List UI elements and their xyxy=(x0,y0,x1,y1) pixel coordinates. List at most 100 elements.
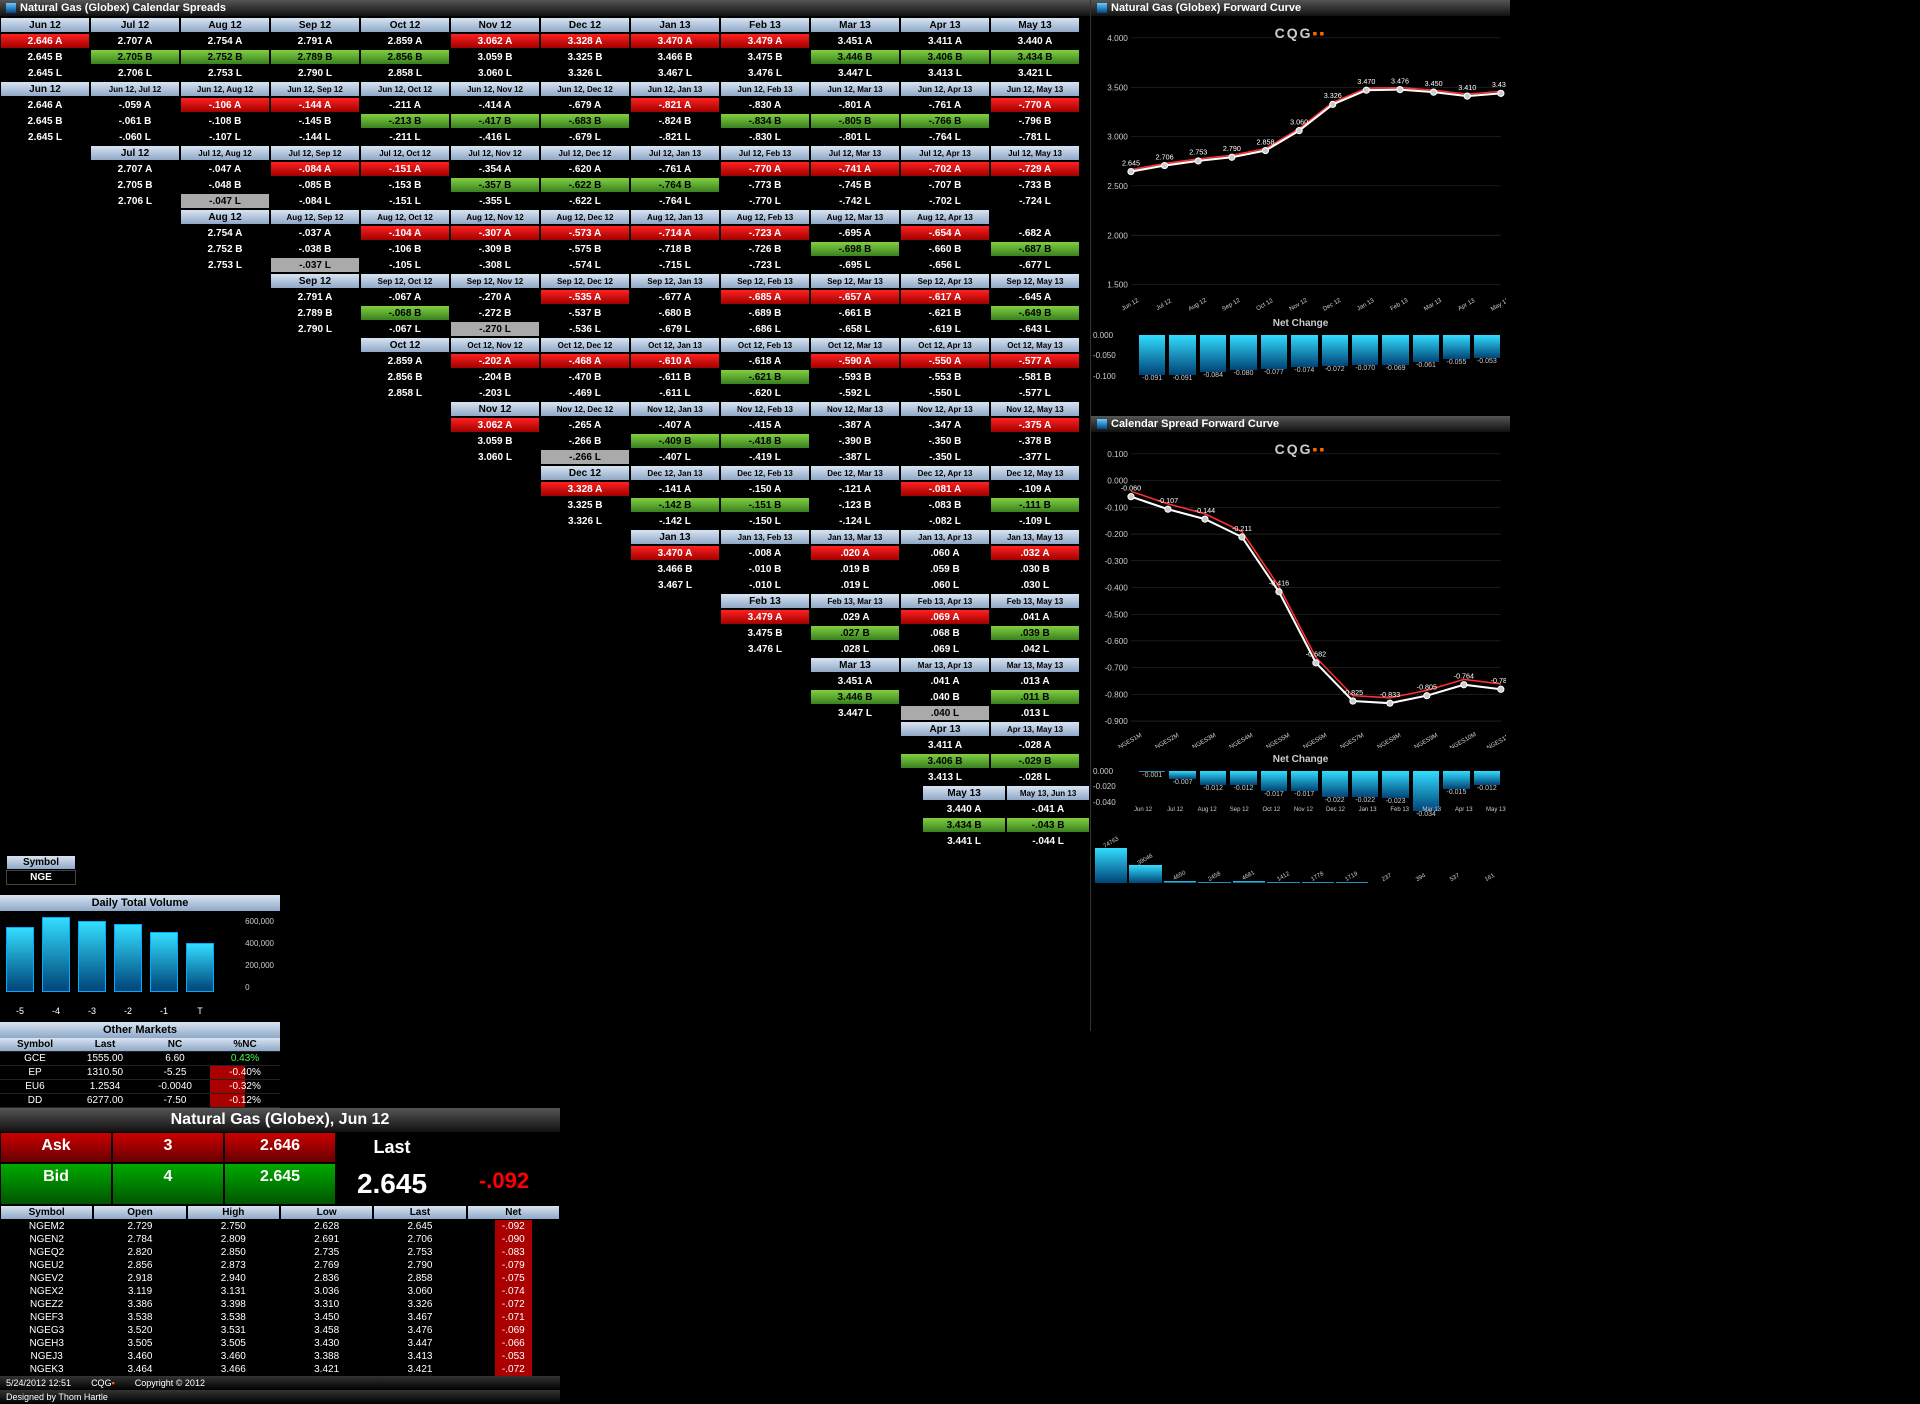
spread-header[interactable]: Jul 12, Apr 13 xyxy=(900,145,990,161)
spread-bid[interactable]: -.029 B xyxy=(990,753,1080,769)
spread-header[interactable]: Jul 12, Mar 13 xyxy=(810,145,900,161)
base-ask[interactable]: 3.328 A xyxy=(540,481,630,497)
futures-row[interactable]: NGEF33.5383.5383.4503.467-.071 xyxy=(0,1311,560,1324)
spread-bid[interactable]: -.048 B xyxy=(180,177,270,193)
spread-bid[interactable]: -.537 B xyxy=(540,305,630,321)
base-header[interactable]: Jan 13 xyxy=(630,529,720,545)
spread-bid[interactable]: -.106 B xyxy=(360,241,450,257)
outright-ask[interactable]: 2.707 A xyxy=(90,33,180,49)
spread-header[interactable]: Jun 12, Jul 12 xyxy=(90,81,180,97)
spread-ask[interactable]: -.761 A xyxy=(900,97,990,113)
spread-header[interactable]: Jul 12, Aug 12 xyxy=(180,145,270,161)
spread-last[interactable]: -.577 L xyxy=(990,385,1080,401)
outright-last[interactable]: 2.858 L xyxy=(360,65,450,81)
spread-last[interactable]: -.142 L xyxy=(630,513,720,529)
outright-ask[interactable]: 3.440 A xyxy=(990,33,1080,49)
spread-header[interactable]: Dec 12, Apr 13 xyxy=(900,465,990,481)
base-bid[interactable]: 2.856 B xyxy=(360,369,450,385)
base-ask[interactable]: 3.062 A xyxy=(450,417,540,433)
spread-header[interactable]: Feb 13, Apr 13 xyxy=(900,593,990,609)
base-header[interactable]: Aug 12 xyxy=(180,209,270,225)
spread-header[interactable]: Oct 12, Mar 13 xyxy=(810,337,900,353)
spread-last[interactable]: -.211 L xyxy=(360,129,450,145)
outright-bid[interactable]: 3.434 B xyxy=(990,49,1080,65)
spread-last[interactable]: .040 L xyxy=(900,705,990,721)
spread-ask[interactable]: -.059 A xyxy=(90,97,180,113)
spread-ask[interactable]: .032 A xyxy=(990,545,1080,561)
base-ask[interactable]: 2.646 A xyxy=(0,97,90,113)
spread-header[interactable]: May 13, Jun 13 xyxy=(1006,785,1090,801)
spread-header[interactable]: Nov 12, Feb 13 xyxy=(720,401,810,417)
spread-last[interactable]: -.781 L xyxy=(990,129,1080,145)
spread-bid[interactable]: -.680 B xyxy=(630,305,720,321)
futures-row[interactable]: NGEN22.7842.8092.6912.706-.090 xyxy=(0,1233,560,1246)
futures-row[interactable]: NGEZ23.3863.3983.3103.326-.072 xyxy=(0,1298,560,1311)
spread-bid[interactable]: .011 B xyxy=(990,689,1080,705)
outright-last[interactable]: 2.753 L xyxy=(180,65,270,81)
futures-row[interactable]: NGEH33.5053.5053.4303.447-.066 xyxy=(0,1337,560,1350)
spread-ask[interactable]: -.047 A xyxy=(180,161,270,177)
spread-ask[interactable]: -.741 A xyxy=(810,161,900,177)
spread-last[interactable]: -.010 L xyxy=(720,577,810,593)
spread-last[interactable]: -.150 L xyxy=(720,513,810,529)
spread-ask[interactable]: -.150 A xyxy=(720,481,810,497)
spread-bid[interactable]: -.764 B xyxy=(630,177,720,193)
spread-header[interactable]: Oct 12, Apr 13 xyxy=(900,337,990,353)
spread-header[interactable]: Jan 13, Mar 13 xyxy=(810,529,900,545)
base-bid[interactable]: 3.434 B xyxy=(922,817,1006,833)
spread-ask[interactable]: -.535 A xyxy=(540,289,630,305)
spread-ask[interactable]: -.657 A xyxy=(810,289,900,305)
spread-header[interactable]: Dec 12, Feb 13 xyxy=(720,465,810,481)
spread-ask[interactable]: -.723 A xyxy=(720,225,810,241)
spread-bid[interactable]: -.038 B xyxy=(270,241,360,257)
bid-price[interactable]: 2.645 xyxy=(224,1163,336,1205)
spread-ask[interactable]: -.067 A xyxy=(360,289,450,305)
spread-last[interactable]: -.658 L xyxy=(810,321,900,337)
spread-last[interactable]: -.715 L xyxy=(630,257,720,273)
spread-bid[interactable]: -.083 B xyxy=(900,497,990,513)
month-header[interactable]: Jul 12 xyxy=(90,17,180,33)
spread-ask[interactable]: -.415 A xyxy=(720,417,810,433)
outright-last[interactable]: 2.790 L xyxy=(270,65,360,81)
om-row[interactable]: EU61.2534 -0.0040-0.32% xyxy=(0,1080,280,1094)
spread-last[interactable]: -.084 L xyxy=(270,193,360,209)
spread-ask[interactable]: -.265 A xyxy=(540,417,630,433)
base-header[interactable]: Jul 12 xyxy=(90,145,180,161)
month-header[interactable]: May 13 xyxy=(990,17,1080,33)
outright-ask[interactable]: 2.754 A xyxy=(180,33,270,49)
om-row[interactable]: EP1310.50 -5.25-0.40% xyxy=(0,1066,280,1080)
base-bid[interactable]: 2.752 B xyxy=(180,241,270,257)
spread-bid[interactable]: .030 B xyxy=(990,561,1080,577)
spread-bid[interactable]: .027 B xyxy=(810,625,900,641)
spread-header[interactable]: Oct 12, Nov 12 xyxy=(450,337,540,353)
outright-last[interactable]: 2.645 L xyxy=(0,65,90,81)
spread-bid[interactable]: .068 B xyxy=(900,625,990,641)
spread-bid[interactable]: -.213 B xyxy=(360,113,450,129)
spread-bid[interactable]: .059 B xyxy=(900,561,990,577)
spread-header[interactable]: Nov 12, Jan 13 xyxy=(630,401,720,417)
spread-header[interactable]: Aug 12, Mar 13 xyxy=(810,209,900,225)
spread-bid[interactable]: -.470 B xyxy=(540,369,630,385)
outright-bid[interactable]: 2.705 B xyxy=(90,49,180,65)
outright-last[interactable]: 3.060 L xyxy=(450,65,540,81)
spread-header[interactable]: Sep 12, Mar 13 xyxy=(810,273,900,289)
base-header[interactable]: Apr 13 xyxy=(900,721,990,737)
outright-last[interactable]: 3.326 L xyxy=(540,65,630,81)
spread-ask[interactable]: -.121 A xyxy=(810,481,900,497)
spread-bid[interactable]: -.272 B xyxy=(450,305,540,321)
spread-last[interactable]: -.536 L xyxy=(540,321,630,337)
futures-row[interactable]: NGEG33.5203.5313.4583.476-.069 xyxy=(0,1324,560,1337)
spread-bid[interactable]: -.010 B xyxy=(720,561,810,577)
outright-ask[interactable]: 2.791 A xyxy=(270,33,360,49)
outright-bid[interactable]: 3.406 B xyxy=(900,49,990,65)
spread-ask[interactable]: -.407 A xyxy=(630,417,720,433)
spread-last[interactable]: -.387 L xyxy=(810,449,900,465)
spread-bid[interactable]: -.733 B xyxy=(990,177,1080,193)
symbol-value[interactable]: NGE xyxy=(6,870,76,885)
base-header[interactable]: Oct 12 xyxy=(360,337,450,353)
spread-header[interactable]: Jul 12, Oct 12 xyxy=(360,145,450,161)
base-last[interactable]: 3.467 L xyxy=(630,577,720,593)
spread-header[interactable]: Dec 12, May 13 xyxy=(990,465,1080,481)
base-last[interactable]: 3.447 L xyxy=(810,705,900,721)
spread-last[interactable]: -.620 L xyxy=(720,385,810,401)
